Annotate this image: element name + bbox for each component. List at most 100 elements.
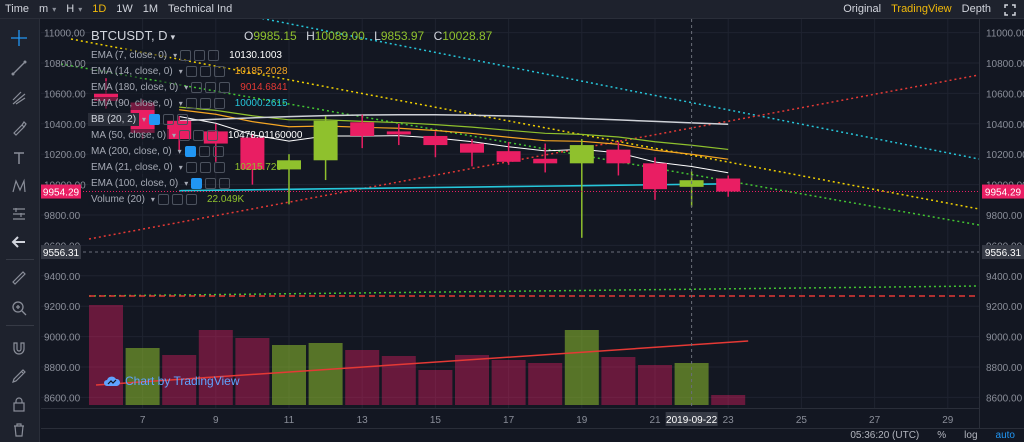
legend-row-9[interactable]: Volume (20) ▾ 22.049K [88,192,244,207]
indicator-name: EMA (21, close, 0) [88,161,176,174]
close-icon[interactable] [219,178,231,189]
back-arrow-icon[interactable] [8,231,30,253]
close-icon[interactable] [185,194,197,205]
eye-icon[interactable] [191,178,203,189]
chevron-down-icon[interactable]: ▾ [177,147,182,156]
eye-icon[interactable] [184,146,196,157]
chevron-down-icon[interactable]: ▾ [173,51,178,60]
interval-1m[interactable]: 1M [142,2,159,15]
close-icon[interactable] [208,50,220,61]
close-icon[interactable] [212,146,224,157]
chevron-down-icon[interactable]: ▾ [142,115,147,124]
settings-icon[interactable] [194,50,206,61]
eye-icon[interactable] [149,114,161,125]
ema7-line [179,115,729,174]
interval-1w[interactable]: 1W [116,2,133,15]
time-tick: 29 [942,415,954,426]
magnet-icon[interactable] [8,337,30,359]
log-toggle[interactable]: log [964,430,978,441]
settings-icon[interactable] [163,114,175,125]
technical-indicators-button[interactable]: Technical Ind [168,2,233,15]
chevron-down-icon[interactable]: ▾ [178,67,183,76]
crosshair-icon[interactable] [8,27,30,49]
trend-line-icon[interactable] [8,57,30,79]
left-price-tick: 11000.00 [44,29,85,40]
legend-row-6[interactable]: MA (200, close, 0) ▾ [88,144,224,159]
view-depth[interactable]: Depth [961,3,991,15]
zoom-icon[interactable] [8,297,30,319]
price-axis[interactable]: 11000.00 10800.00 10600.00 10400.00 10200.00… [979,19,1024,428]
legend-row-3[interactable]: EMA (90, close, 0) ▾ 10000.2615 [88,96,288,111]
chart-pane[interactable]: 11000.00 10800.00 10600.00 10400.00 10200.00… [41,19,979,428]
draw-mode-icon[interactable] [8,365,30,387]
eye-icon[interactable] [185,162,197,173]
percent-toggle[interactable]: % [937,430,947,441]
lock-icon[interactable] [8,393,30,415]
close-icon[interactable] [213,66,225,77]
eye-icon[interactable] [185,98,197,109]
legend-row-4[interactable]: BB (20, 2) ▾ [88,112,189,127]
time-tick: 7 [140,415,146,426]
legend-row-1[interactable]: EMA (14, close, 0) ▾ 10185.2028 [88,64,288,79]
open-value: 9985.15 [253,29,297,43]
indicator-name: MA (50, close, 0) [88,129,170,142]
interval-1d[interactable]: 1D [92,2,107,15]
settings-icon[interactable] [205,82,217,93]
chevron-down-icon[interactable]: ▾ [184,83,189,92]
chevron-down-icon[interactable]: ▾ [178,163,183,172]
close-icon[interactable] [213,98,225,109]
settings-icon[interactable] [199,98,211,109]
bb-upper-line [179,113,729,125]
close-icon[interactable] [213,162,225,173]
eye-icon[interactable] [191,82,203,93]
close-icon[interactable] [177,114,189,125]
left-price-tick: 10200.00 [44,150,86,161]
pattern-icon[interactable] [8,175,30,197]
auto-scale-toggle[interactable]: auto [995,430,1015,441]
legend-row-8[interactable]: EMA (100, close, 0) ▾ [88,176,231,191]
fib-icon[interactable] [8,203,30,225]
legend-row-2[interactable]: EMA (180, close, 0) ▾ 9014.6841 [88,80,288,95]
time-axis[interactable]: 7 9 11 13 15 17 19 21 23 25 27 29 2019-09-22 [41,408,979,428]
eye-icon[interactable] [180,50,192,61]
eye-icon[interactable] [185,66,197,77]
eye-icon[interactable] [157,194,169,205]
price-tick: 10400.00 [986,120,1024,131]
text-icon[interactable] [8,147,30,169]
view-original[interactable]: Original [843,3,882,15]
legend-row-7[interactable]: EMA (21, close, 0) ▾ 10215.729 [88,160,282,175]
view-tradingview[interactable]: TradingView [891,3,952,15]
time-tick: 23 [723,415,735,426]
brush-icon[interactable] [8,117,30,139]
chevron-down-icon[interactable]: ▾ [178,99,183,108]
settings-icon[interactable] [199,162,211,173]
ruler-icon[interactable] [8,267,30,289]
fullscreen-icon[interactable] [996,3,1024,16]
eye-icon[interactable] [179,130,191,141]
trendline-yellow [70,38,979,210]
candle-body [716,178,741,192]
candle-body [167,120,192,139]
legend-row-0[interactable]: EMA (7, close, 0) ▾ 10130.1003 [88,48,282,63]
minute-dropdown[interactable]: m [34,0,61,19]
crosshair-date-badge-bg [665,412,718,426]
pitchfork-icon[interactable] [8,87,30,109]
delete-icon[interactable] [8,419,30,441]
chart-canvas[interactable]: 11000.00 10800.00 10600.00 10400.00 10200.00… [41,19,979,408]
close-icon[interactable] [219,82,231,93]
settings-icon[interactable] [199,66,211,77]
chevron-down-icon[interactable]: ▾ [150,195,155,204]
settings-icon[interactable] [193,130,205,141]
settings-icon[interactable] [171,194,183,205]
current-price-badge: 9954.29 [982,184,1024,199]
close-icon[interactable] [207,130,219,141]
chevron-down-icon[interactable]: ▾ [184,179,189,188]
hour-dropdown[interactable]: H [61,0,87,19]
chevron-down-icon[interactable]: ▾ [172,131,177,140]
settings-icon[interactable] [205,178,217,189]
indicator-name: EMA (14, close, 0) [88,65,176,78]
settings-icon[interactable] [198,146,210,157]
indicator-value: 22.049K [206,194,245,205]
symbol-title[interactable]: BTCUSDT, D ▾ [91,28,176,43]
legend-row-5[interactable]: MA (50, close, 0) ▾ 10478.01160000 [88,128,302,143]
